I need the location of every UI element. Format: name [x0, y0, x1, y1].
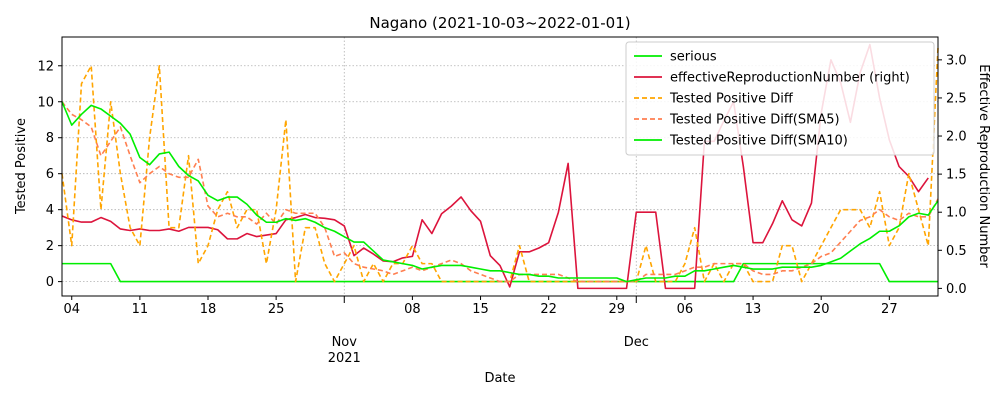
legend-box: [625, 41, 935, 156]
x-axis-label: Date: [484, 371, 515, 386]
x-tick-label: 22: [540, 302, 557, 317]
y-right-tick-label: 2.5: [946, 91, 967, 106]
x-tick-label: 18: [200, 302, 217, 317]
legend-label-1: effectiveReproductionNumber (right): [670, 71, 910, 86]
y-left-tick-label: 12: [37, 59, 54, 74]
chart-title: Nagano (2021-10-03~2022-01-01): [369, 14, 630, 32]
x-tick-label: 25: [268, 302, 285, 317]
plot-frame: [61, 36, 939, 297]
x-tick-label: 13: [745, 302, 762, 317]
series-layer: [61, 43, 939, 290]
legend-label-2: Tested Positive Diff: [669, 92, 794, 107]
legend-label-0: serious: [670, 50, 717, 65]
ticks-layer: 0 2 4 6 8 10 12 0.0 0.5 1.0 1.5 2.0 2.5 3.0 04 11 18 25 No…: [37, 53, 966, 366]
y-left-tick-label: 8: [46, 131, 54, 146]
y-axis-right-label: Effective Reproduction Number: [976, 64, 991, 268]
y-right-tick-label: 3.0: [946, 53, 967, 68]
y-axis-left-label: Tested Positive: [14, 118, 29, 215]
y-left-tick-label: 4: [46, 203, 54, 218]
x-tick-label: Nov: [332, 335, 358, 350]
x-tick-label: 06: [677, 302, 694, 317]
y-left-tick-label: 0: [46, 275, 54, 290]
y-right-tick-label: 1.5: [946, 168, 967, 183]
series-line-4: [61, 101, 939, 283]
x-tick-label: 11: [132, 302, 149, 317]
y-left-tick-label: 6: [46, 167, 54, 182]
legend: serious effectiveReproductionNumber (righ…: [625, 41, 935, 156]
y-right-tick-label: 0.5: [946, 244, 967, 259]
x-tick-label: 08: [404, 302, 421, 317]
x-tick-label: 04: [63, 302, 80, 317]
y-right-tick-label: 2.0: [946, 130, 967, 145]
x-tick-label: 27: [881, 302, 898, 317]
legend-label-4: Tested Positive Diff(SMA10): [669, 134, 848, 149]
y-left-tick-label: 2: [46, 239, 54, 254]
y-right-tick-label: 1.0: [946, 206, 967, 221]
y-right-tick-label: 0.0: [946, 282, 967, 297]
series-line-1: [61, 43, 929, 290]
series-line-3: [61, 101, 939, 283]
x-tick-label: Dec: [624, 335, 649, 350]
x-tick-label: 20: [813, 302, 830, 317]
legend-label-3: Tested Positive Diff(SMA5): [669, 113, 840, 128]
x-tick-label: 15: [472, 302, 489, 317]
x-tick-label: 29: [609, 302, 626, 317]
x-year-label: 2021: [328, 351, 361, 366]
y-left-tick-label: 10: [37, 95, 54, 110]
